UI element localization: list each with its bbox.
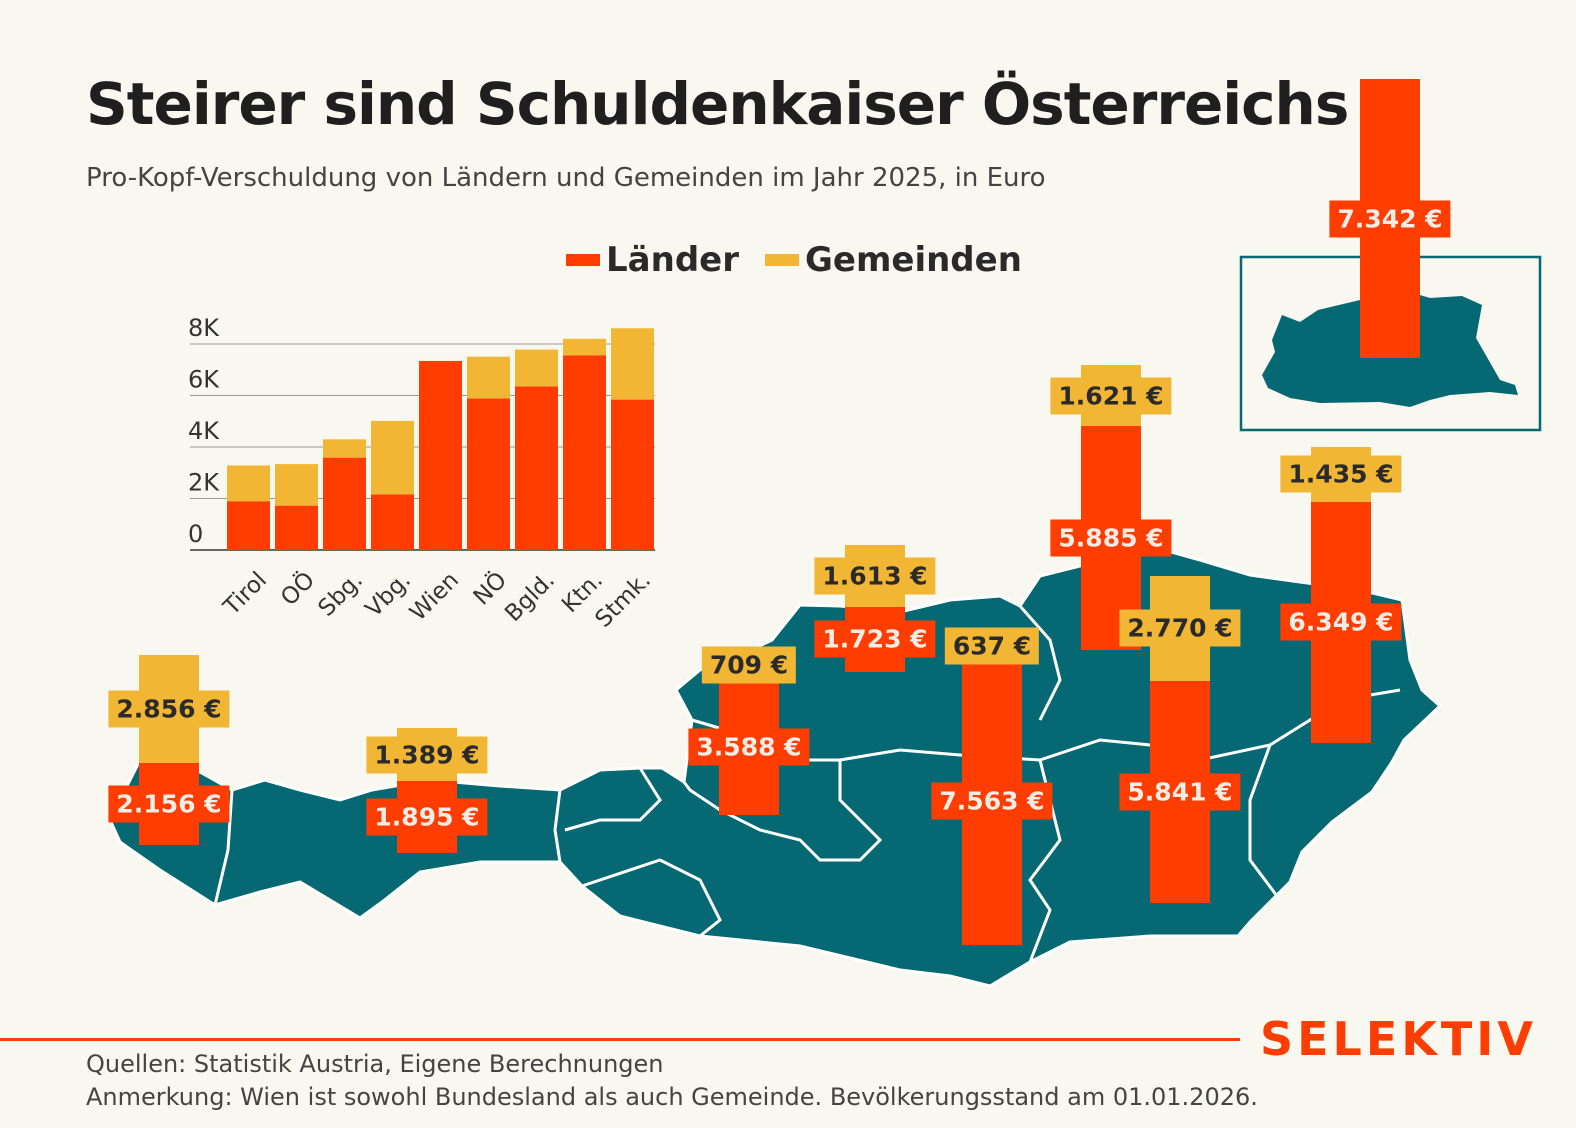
- bar-laender: [419, 360, 462, 550]
- bar-laender: [611, 399, 654, 550]
- map-label-gemeinden: 1.613 €: [814, 557, 936, 595]
- legend-label-gemeinden: Gemeinden: [804, 240, 1022, 280]
- legend: Länder Gemeinden: [566, 240, 1048, 280]
- y-tick-label: 4K: [188, 417, 220, 445]
- bar-gemeinden: [515, 349, 558, 387]
- x-tick-label: Vbg.: [361, 567, 416, 622]
- footer-sources: Quellen: Statistik Austria, Eigene Berec…: [86, 1050, 664, 1078]
- legend-item-gemeinden: Gemeinden: [764, 240, 1022, 280]
- bar-gemeinden: [227, 465, 270, 502]
- bar-gemeinden: [275, 464, 318, 506]
- map-label-laender: 1.895 €: [366, 798, 488, 836]
- bar-gemeinden: [563, 338, 606, 356]
- y-tick-label: 8K: [188, 314, 220, 342]
- bar-laender: [563, 355, 606, 550]
- x-tick-label: Bgld.: [500, 567, 560, 627]
- legend-label-laender: Länder: [606, 240, 739, 280]
- map-label-laender: 2.156 €: [108, 785, 230, 823]
- page-title: Steirer sind Schuldenkaiser Österreichs: [86, 70, 1349, 138]
- map-label-laender: 1.723 €: [814, 620, 936, 658]
- y-tick-label: 0: [188, 520, 203, 548]
- page-subtitle: Pro-Kopf-Verschuldung von Ländern und Ge…: [86, 163, 1046, 193]
- bar-gemeinden: [611, 328, 654, 400]
- map-label-gemeinden: 2.856 €: [108, 690, 230, 728]
- map-label-gemeinden: 1.389 €: [366, 736, 488, 774]
- x-tick-label: Wien: [405, 567, 464, 626]
- x-tick-label: Stmk.: [591, 567, 657, 633]
- bar-laender: [323, 457, 366, 550]
- bar-laender: [227, 501, 270, 550]
- map-label-gemeinden: 1.435 €: [1280, 455, 1402, 493]
- map-label-laender: 7.342 €: [1329, 200, 1451, 237]
- footer-divider: [0, 1038, 1240, 1041]
- map-label-gemeinden: 709 €: [701, 646, 797, 684]
- map-label-laender: 7.563 €: [931, 782, 1053, 820]
- map-label-gemeinden: 637 €: [944, 627, 1040, 664]
- legend-item-laender: Länder: [566, 240, 739, 280]
- bar-laender: [275, 505, 318, 550]
- map-label-laender: 6.349 €: [1280, 603, 1402, 641]
- x-tick-label: Tirol: [218, 567, 272, 621]
- legend-swatch-laender: [566, 254, 600, 266]
- bar-laender: [467, 398, 510, 550]
- map-label-gemeinden: 2.770 €: [1119, 609, 1241, 647]
- bar-gemeinden: [371, 420, 414, 495]
- y-tick-label: 6K: [188, 366, 220, 394]
- x-tick-label: Sbg.: [314, 567, 369, 622]
- bar-laender: [515, 386, 558, 550]
- map-label-laender: 3.588 €: [688, 728, 810, 766]
- bar-gemeinden: [323, 439, 366, 458]
- footer-note: Anmerkung: Wien ist sowohl Bundesland al…: [86, 1083, 1258, 1111]
- map-label-gemeinden: 1.621 €: [1050, 377, 1172, 415]
- legend-swatch-gemeinden: [764, 254, 799, 266]
- map-label-laender: 5.885 €: [1050, 519, 1172, 557]
- selektiv-logo: SELEKTIV: [1260, 1012, 1538, 1066]
- map-label-laender: 5.841 €: [1119, 773, 1241, 811]
- bar-laender: [371, 494, 414, 550]
- y-tick-label: 2K: [188, 469, 220, 497]
- bar-gemeinden: [467, 356, 510, 399]
